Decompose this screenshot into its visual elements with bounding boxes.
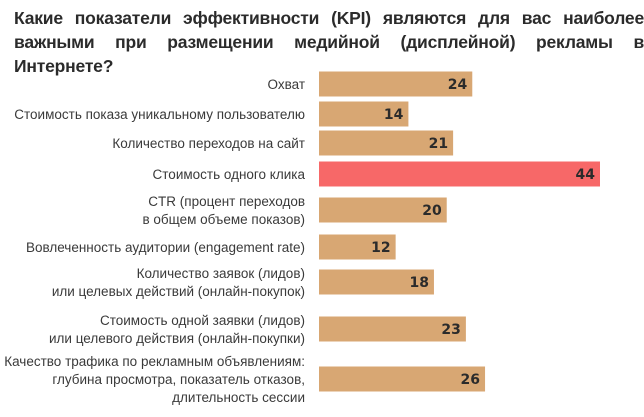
category-label: Стоимость показа уникальному пользовател…: [14, 107, 305, 122]
category-label: Качество трафика по рекламным объявления…: [4, 354, 305, 369]
bar: [319, 162, 600, 187]
category-label: Количество заявок (лидов): [137, 266, 305, 281]
data-label: 44: [576, 167, 596, 183]
data-label: 12: [371, 240, 390, 256]
category-label: в общем объеме показов): [142, 212, 305, 227]
category-label: или целевых действий (онлайн-покупок): [52, 284, 305, 299]
category-label: Охват: [267, 77, 305, 92]
data-label: 23: [441, 322, 460, 338]
category-label: Вовлеченность аудитории (engagement rate…: [26, 240, 305, 255]
data-label: 24: [448, 77, 468, 93]
category-label: Стоимость одного клика: [153, 167, 306, 182]
bar-chart: 24 Охват 14 Стоимость показа уникальному по…: [0, 0, 644, 417]
category-label: или целевого действия (онлайн-покупки): [49, 331, 305, 346]
data-label: 18: [409, 275, 428, 291]
data-label: 26: [461, 372, 480, 388]
data-label: 21: [429, 136, 448, 152]
category-label: Количество переходов на сайт: [112, 136, 305, 151]
data-label: 20: [422, 203, 442, 219]
category-label: CTR (процент переходов: [148, 194, 305, 209]
category-label: глубина просмотра, показатель отказов,: [52, 372, 305, 387]
category-label: Стоимость одной заявки (лидов): [100, 313, 305, 328]
data-label: 14: [384, 107, 404, 123]
category-label: длительность сессии: [172, 390, 305, 405]
